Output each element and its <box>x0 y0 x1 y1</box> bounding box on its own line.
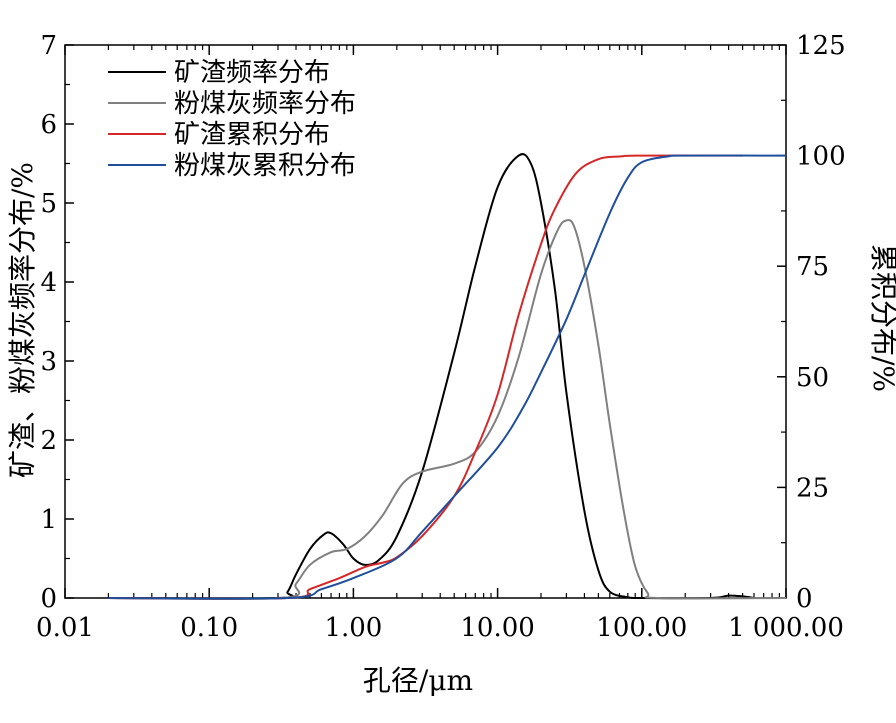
y-right-tick-label: 0 <box>796 584 813 614</box>
y-left-tick-label: 3 <box>40 347 57 377</box>
legend-label-4: 粉煤灰累积分布 <box>174 151 356 181</box>
y-right-tick-label: 100 <box>796 142 846 172</box>
y-right-tick-label: 25 <box>796 473 829 503</box>
y-left-tick-label: 1 <box>40 505 57 535</box>
legend-label-1: 矿渣频率分布 <box>174 58 330 88</box>
y-right-tick-label: 75 <box>796 252 829 282</box>
y-left-tick-label: 7 <box>40 31 57 61</box>
y-left-tick-label: 0 <box>40 584 57 614</box>
x-tick-label: 0.10 <box>180 613 238 643</box>
legend-label-3: 矿渣累积分布 <box>174 120 330 150</box>
y-right-tick-label: 125 <box>796 31 846 61</box>
left-y-axis-title: 矿渣、粉煤灰频率分布/% <box>6 162 39 478</box>
x-tick-label: 10.00 <box>460 613 534 643</box>
y-left-tick-label: 5 <box>40 189 57 219</box>
y-left-tick-label: 2 <box>40 426 57 456</box>
series-line-4 <box>108 154 787 600</box>
series-line-2 <box>108 219 787 601</box>
legend-label-2: 粉煤灰频率分布 <box>174 89 356 119</box>
x-tick-label: 0.01 <box>36 613 94 643</box>
series-line-1 <box>108 153 755 600</box>
y-left-tick-label: 6 <box>40 110 57 140</box>
right-y-axis-title: 累积分布/% <box>867 244 896 392</box>
x-tick-label: 1.00 <box>324 613 382 643</box>
x-axis-title: 孔径/μm <box>363 664 473 697</box>
y-right-tick-label: 50 <box>796 363 829 393</box>
series-line-3 <box>108 154 743 600</box>
x-tick-label: 1 000.00 <box>728 613 844 643</box>
y-left-tick-label: 4 <box>40 268 57 298</box>
x-tick-label: 100.00 <box>596 613 687 643</box>
